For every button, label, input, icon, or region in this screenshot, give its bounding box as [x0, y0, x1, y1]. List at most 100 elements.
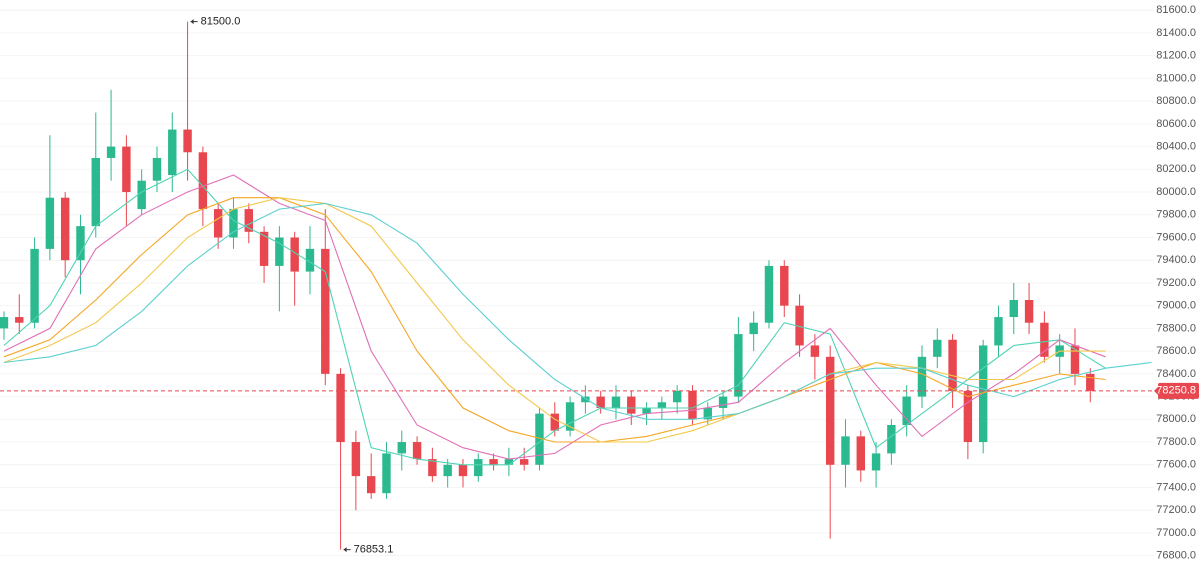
candle-body [1040, 322, 1049, 357]
y-tick-label: 80000.0 [1156, 186, 1196, 198]
candle-body [397, 442, 406, 454]
candle-body [734, 334, 743, 397]
annotation-label: 81500.0 [201, 15, 241, 27]
candle-body [458, 464, 468, 477]
candle-body [581, 396, 590, 403]
y-tick-label: 80600.0 [1156, 118, 1196, 130]
y-tick-label: 79400.0 [1156, 254, 1196, 266]
candle-body [657, 402, 667, 408]
candle-body [642, 407, 651, 414]
candle-body [856, 436, 865, 471]
y-tick-label: 80800.0 [1156, 95, 1196, 107]
candle-body [91, 157, 100, 227]
candle-body [412, 442, 422, 460]
candle-body [443, 464, 452, 477]
y-tick-label: 78600.0 [1156, 345, 1196, 357]
y-tick-label: 81000.0 [1156, 72, 1196, 84]
candle-body [978, 345, 988, 443]
candle-body [871, 453, 881, 471]
candle-body [122, 146, 131, 193]
candle-body [382, 453, 391, 494]
candle-body [948, 339, 957, 391]
y-tick-label: 77400.0 [1156, 481, 1196, 493]
candle-body [994, 317, 1003, 346]
candle-body [305, 248, 315, 272]
candle-body [672, 390, 682, 403]
candle-body [718, 396, 728, 408]
candle-body [60, 197, 70, 261]
candle-body [611, 396, 621, 408]
candle-body [780, 265, 789, 306]
candle-body [474, 459, 483, 477]
candle-body [764, 265, 774, 323]
candle-body [1009, 300, 1018, 318]
y-tick-label: 81600.0 [1156, 4, 1196, 16]
candle-body [902, 396, 911, 425]
y-tick-label: 78800.0 [1156, 322, 1196, 334]
candle-body [963, 390, 973, 443]
candle-body [519, 459, 529, 465]
y-tick-label: 80400.0 [1156, 140, 1196, 152]
candle-body [428, 459, 437, 477]
candle-body [15, 317, 24, 323]
annotation-label: 76853.1 [354, 544, 394, 556]
y-tick-label: 81400.0 [1156, 27, 1196, 39]
candle-body [137, 180, 146, 210]
y-tick-label: 77000.0 [1156, 527, 1196, 539]
y-tick-label: 77800.0 [1156, 436, 1196, 448]
candle-body [917, 356, 927, 397]
candle-body [366, 476, 376, 494]
candle-body [244, 209, 253, 232]
candle-body [45, 197, 55, 249]
annotation-arrow-head [190, 19, 194, 25]
candle-body [535, 413, 544, 465]
y-tick-label: 76800.0 [1156, 550, 1196, 562]
candle-body [627, 396, 636, 414]
y-tick-label: 79200.0 [1156, 277, 1196, 289]
y-tick-label: 77200.0 [1156, 504, 1196, 516]
candle-body [933, 339, 942, 357]
candle-body [198, 152, 208, 210]
candle-body [795, 305, 804, 346]
candle-body [290, 237, 299, 272]
y-tick-label: 79800.0 [1156, 209, 1196, 221]
candle-body [183, 129, 192, 153]
candle-body [351, 442, 361, 477]
y-tick-label: 79000.0 [1156, 300, 1196, 312]
candle-body [336, 373, 345, 443]
candle-body [229, 209, 238, 238]
candle-body [887, 425, 896, 454]
candle-body [1070, 345, 1080, 374]
candle-body [30, 248, 39, 323]
moving-average-line [3, 168, 1106, 466]
last-price-label: 78250.8 [1156, 385, 1196, 397]
candle-body [688, 390, 697, 420]
candle-body [841, 436, 850, 465]
candle-body [703, 407, 712, 420]
candle-body [106, 146, 116, 158]
moving-average-line [3, 202, 1152, 420]
candle-body [321, 248, 330, 374]
candle-body [168, 129, 177, 175]
candle-body [596, 396, 605, 408]
candle-body [550, 413, 559, 431]
candle-body [259, 231, 269, 266]
candle-body [152, 157, 162, 181]
candle-body [825, 356, 835, 465]
y-tick-label: 81200.0 [1156, 50, 1196, 62]
candle-body [1086, 373, 1095, 391]
y-tick-label: 78000.0 [1156, 413, 1196, 425]
y-tick-label: 79600.0 [1156, 231, 1196, 243]
moving-average-line [3, 197, 1106, 443]
candle-body [213, 209, 223, 238]
candle-body [810, 345, 820, 357]
moving-average-line [3, 174, 1106, 460]
candle-body [275, 237, 284, 266]
candle-body [0, 317, 9, 329]
candle-body [504, 459, 514, 465]
y-tick-label: 78400.0 [1156, 368, 1196, 380]
last-price-pointer [1154, 386, 1158, 395]
candle-body [489, 459, 498, 465]
candle-body [1024, 300, 1034, 323]
